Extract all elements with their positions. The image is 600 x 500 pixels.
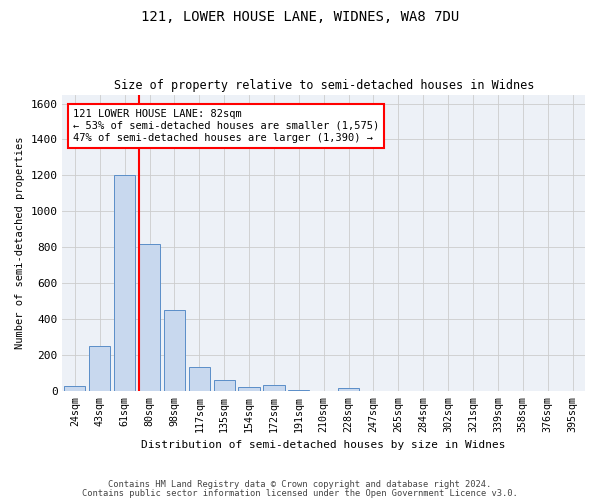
Text: 121, LOWER HOUSE LANE, WIDNES, WA8 7DU: 121, LOWER HOUSE LANE, WIDNES, WA8 7DU xyxy=(141,10,459,24)
Bar xyxy=(338,388,359,391)
Bar xyxy=(263,386,284,391)
Bar xyxy=(288,390,310,391)
Bar xyxy=(214,380,235,391)
Bar xyxy=(189,368,210,391)
Bar xyxy=(238,387,260,391)
Bar xyxy=(164,310,185,391)
Text: 121 LOWER HOUSE LANE: 82sqm
← 53% of semi-detached houses are smaller (1,575)
47: 121 LOWER HOUSE LANE: 82sqm ← 53% of sem… xyxy=(73,110,379,142)
Y-axis label: Number of semi-detached properties: Number of semi-detached properties xyxy=(15,136,25,349)
Text: Contains HM Land Registry data © Crown copyright and database right 2024.: Contains HM Land Registry data © Crown c… xyxy=(109,480,491,489)
Bar xyxy=(114,176,135,391)
Bar xyxy=(139,244,160,391)
Title: Size of property relative to semi-detached houses in Widnes: Size of property relative to semi-detach… xyxy=(113,79,534,92)
Bar xyxy=(64,386,85,391)
X-axis label: Distribution of semi-detached houses by size in Widnes: Distribution of semi-detached houses by … xyxy=(142,440,506,450)
Text: Contains public sector information licensed under the Open Government Licence v3: Contains public sector information licen… xyxy=(82,489,518,498)
Bar xyxy=(89,346,110,391)
